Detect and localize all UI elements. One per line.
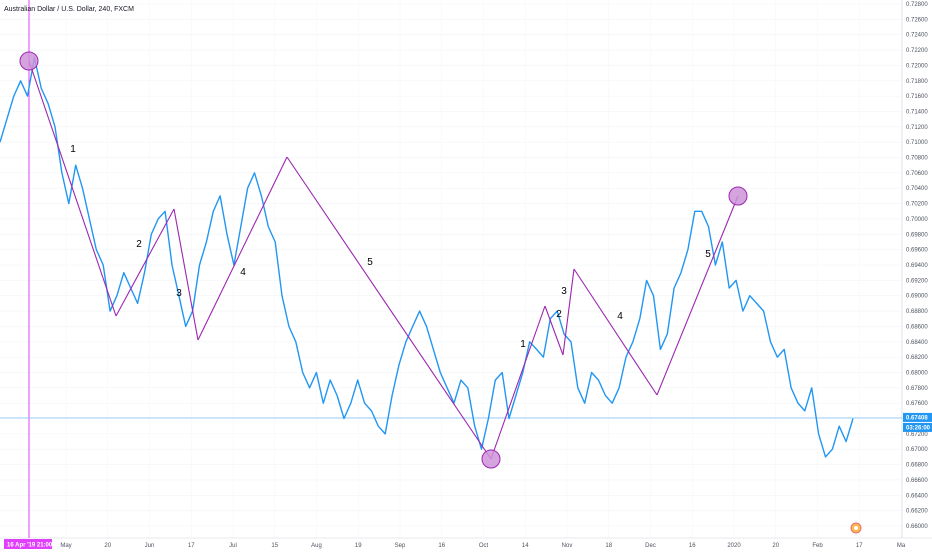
x-tick-label: 14 [522,543,529,549]
wave-segment [573,268,658,396]
y-tick-label: 0.66200 [906,509,928,515]
wave-label: 2 [556,309,562,320]
wave-segment [173,208,199,341]
y-tick-label: 0.67600 [906,401,928,407]
x-tick-label: 2020 [727,543,741,549]
y-tick-label: 0.72200 [906,48,928,54]
settings-icon[interactable] [850,522,862,534]
y-tick-label: 0.68600 [906,324,928,330]
wave-segment [28,60,117,317]
x-tick-label: 16 [689,543,696,549]
y-tick-label: 0.69800 [906,232,928,238]
price-label-text: 0.67408 [906,415,928,421]
y-tick-label: 0.72400 [906,33,928,39]
date-tag: 16 Apr '19 21:00 [7,543,53,549]
wave-label: 1 [520,339,526,350]
y-tick-label: 0.71200 [906,125,928,131]
y-tick-label: 0.69000 [906,294,928,300]
x-tick-label: Jun [145,543,155,549]
x-tick-label: 17 [856,543,863,549]
x-tick-label: 17 [188,543,195,549]
wave-label: 4 [617,311,623,322]
wave-lines [28,60,739,460]
wave-labels: 1 2 3 4 5 1 2 3 4 5 [70,144,711,350]
date-tag-background [4,539,52,549]
wave-segment [197,156,288,341]
x-tick-label: May [60,543,71,549]
wave-label: 5 [367,257,373,268]
price-series-line [0,57,854,458]
wave-segment [286,156,492,460]
wave-segment [656,195,739,396]
wave-label: 5 [705,249,711,260]
pivot-marker [728,186,748,206]
y-tick-label: 0.67800 [906,386,928,392]
countdown-label-background [903,422,932,432]
y-tick-label: 0.71000 [906,140,928,146]
wave-segment [115,208,175,317]
pivot-markers [19,51,748,469]
price-label-background [903,412,932,422]
y-tick-label: 0.69400 [906,263,928,269]
x-tick-label: Oct [479,543,489,549]
wave-segment [544,305,564,356]
y-tick-label: 0.69600 [906,248,928,254]
y-tick-label: 0.71400 [906,109,928,115]
grid [0,3,902,527]
y-tick-label: 0.69200 [906,278,928,284]
pivot-marker [19,51,39,71]
wave-segment [490,305,546,460]
x-tick-label: 20 [772,543,779,549]
wave-label: 3 [561,286,567,297]
y-tick-label: 0.70200 [906,202,928,208]
y-tick-label: 0.66400 [906,493,928,499]
wave-label: 1 [70,144,76,155]
y-tick-label: 0.67200 [906,432,928,438]
x-tick-label: Jul [229,543,237,549]
x-tick-label: 20 [104,543,111,549]
y-tick-label: 0.67000 [906,447,928,453]
x-tick-label: 16 [438,543,445,549]
x-tick-label: Feb [812,543,823,549]
x-tick-label: Dec [645,543,656,549]
chart-title: Australian Dollar / U.S. Dollar, 240, FX… [4,6,134,13]
y-tick-label: 0.71600 [906,94,928,100]
y-tick-label: 0.71800 [906,79,928,85]
x-tick-label: Ma [897,543,906,549]
x-tick-label: 19 [355,543,362,549]
y-tick-label: 0.68200 [906,355,928,361]
price-label: 0.67408 03:26:00 [903,412,932,432]
y-tick-label: 0.70000 [906,217,928,223]
x-tick-label: 15 [271,543,278,549]
countdown-label-text: 03:26:00 [906,425,931,431]
y-tick-label: 0.72600 [906,17,928,23]
y-tick-label: 0.66800 [906,463,928,469]
y-tick-label: 0.70400 [906,186,928,192]
y-tick-label: 0.70800 [906,156,928,162]
pivot-marker [481,449,501,469]
x-tick-label: Sep [395,543,406,549]
y-tick-label: 0.72000 [906,63,928,69]
y-tick-label: 0.68000 [906,370,928,376]
y-tick-label: 0.68400 [906,340,928,346]
y-tick-label: 0.66600 [906,478,928,484]
y-tick-label: 0.68800 [906,309,928,315]
x-axis[interactable]: May 20 Jun 17 Jul 15 Aug 19 Sep 16 Oct 14 Nov 18 Dec 16… [60,543,905,549]
y-tick-label: 0.66000 [906,524,928,530]
y-tick-label: 0.70600 [906,171,928,177]
x-tick-label: 18 [605,543,612,549]
wave-label: 4 [240,267,246,278]
wave-label: 2 [136,239,142,250]
y-axis[interactable]: 0.72800 0.72600 0.72400 0.72200 0.72000 0.718… [906,2,928,530]
y-tick-label: 0.72800 [906,2,928,8]
x-tick-label: Aug [311,543,322,549]
wave-segment [562,268,575,356]
x-tick-label: Nov [562,543,573,549]
wave-label: 3 [176,288,182,299]
